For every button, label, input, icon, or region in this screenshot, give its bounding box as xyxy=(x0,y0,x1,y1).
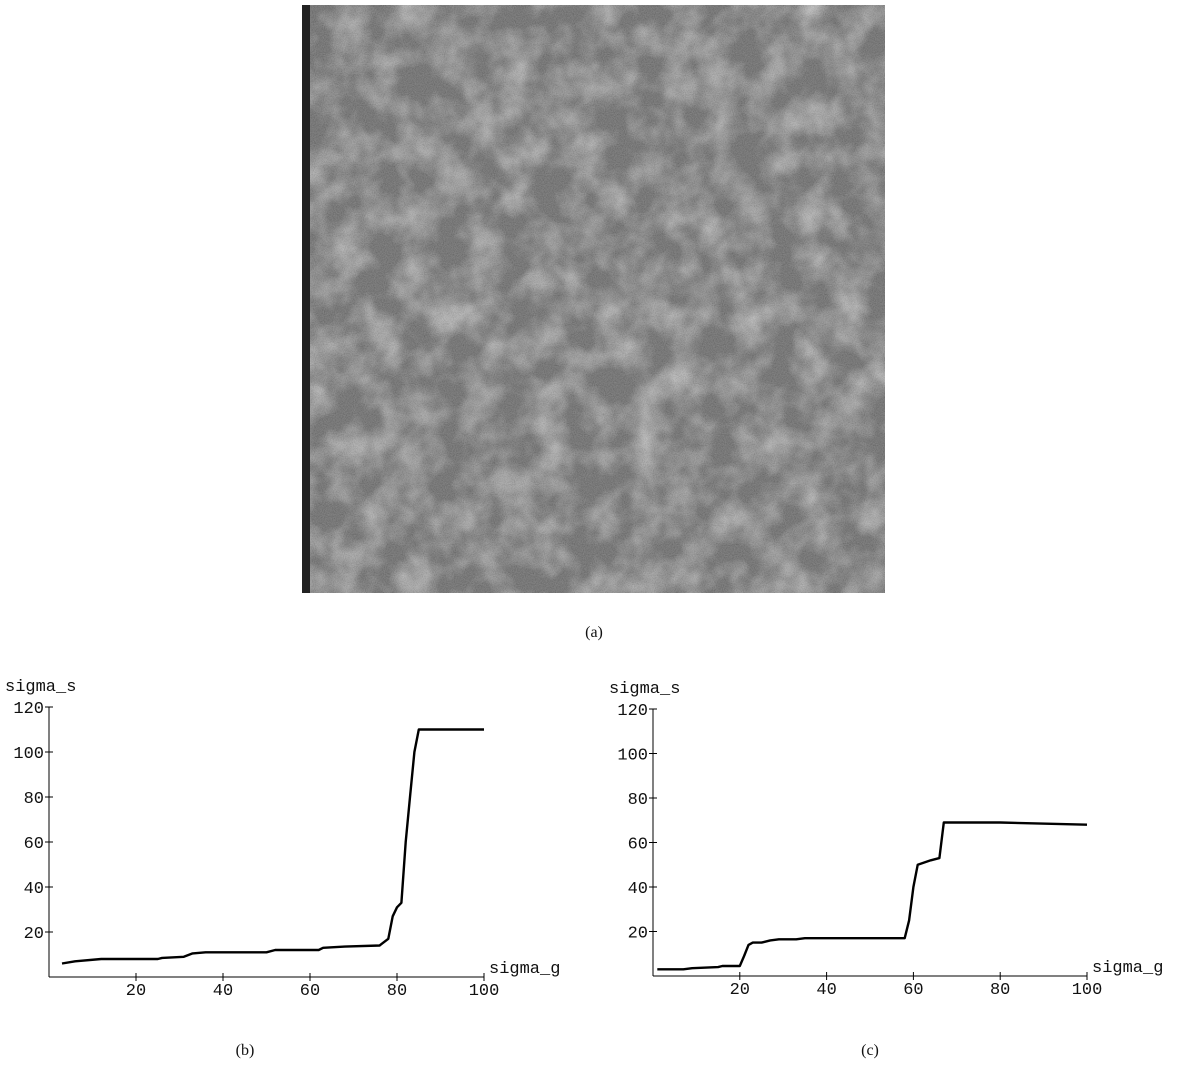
photo-grain xyxy=(302,5,885,593)
photo xyxy=(302,5,885,593)
x-axis-label: sigma_g xyxy=(1092,959,1163,978)
y-tick-label: 120 xyxy=(13,700,44,719)
y-tick-label: 20 xyxy=(24,925,44,944)
data-line xyxy=(657,821,1088,971)
y-tick-label: 20 xyxy=(628,925,648,944)
x-tick-label: 20 xyxy=(126,982,146,1001)
panel-caption: (b) xyxy=(236,1042,255,1059)
y-tick-label: 60 xyxy=(24,835,44,854)
image-caption: (a) xyxy=(585,624,603,641)
x-tick-label: 80 xyxy=(990,981,1010,1000)
y-tick-label: 100 xyxy=(617,747,648,766)
y-tick-label: 120 xyxy=(617,702,648,721)
data-line xyxy=(61,728,484,965)
y-tick-label: 40 xyxy=(24,880,44,899)
y-tick-label: 80 xyxy=(24,790,44,809)
x-tick-label: 40 xyxy=(213,982,233,1001)
x-tick-label: 20 xyxy=(730,981,750,1000)
x-tick-label: 60 xyxy=(300,982,320,1001)
y-tick-label: 60 xyxy=(628,836,648,855)
x-tick-label: 100 xyxy=(469,982,500,1001)
x-tick-label: 100 xyxy=(1072,981,1103,1000)
panel-caption: (c) xyxy=(861,1042,879,1059)
y-axis-label: sigma_s xyxy=(609,680,680,699)
y-axis-label: sigma_s xyxy=(5,678,76,697)
y-tick-label: 80 xyxy=(628,791,648,810)
y-tick-label: 40 xyxy=(628,880,648,899)
x-tick-label: 80 xyxy=(387,982,407,1001)
photo-edge xyxy=(302,5,310,593)
y-tick-label: 100 xyxy=(13,745,44,764)
x-tick-label: 60 xyxy=(903,981,923,1000)
x-axis-label: sigma_g xyxy=(489,960,560,979)
x-tick-label: 40 xyxy=(816,981,836,1000)
